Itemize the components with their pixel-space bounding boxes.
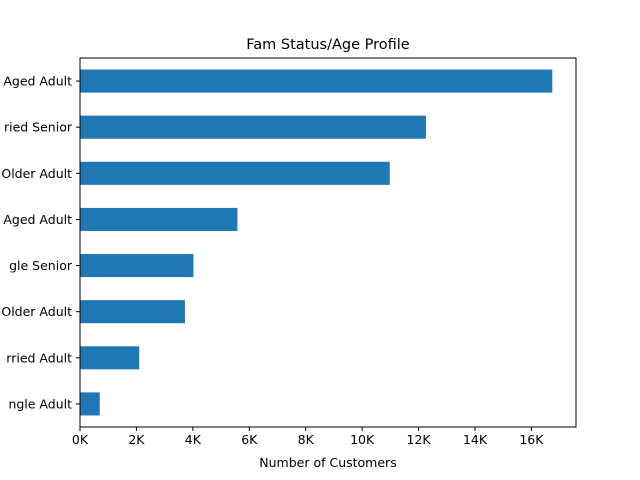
bar	[80, 346, 140, 370]
bar	[80, 161, 390, 185]
x-tick-label: 16K	[519, 432, 544, 447]
y-tick-label: gle Senior	[9, 258, 73, 273]
bar	[80, 115, 426, 139]
bar	[80, 69, 553, 93]
y-tick-label: Aged Adult	[3, 74, 72, 89]
x-tick-label: 4K	[185, 432, 202, 447]
bar	[80, 392, 100, 416]
x-tick-label: 14K	[463, 432, 488, 447]
x-axis-ticks: 0K 2K 4K 6K 8K 10K 12K 14K 16K	[72, 427, 544, 447]
x-tick-label: 2K	[128, 432, 145, 447]
y-axis-ticks: ngle Adult rried Adult Older Adult gle Seni…	[1, 74, 80, 411]
x-tick-label: 6K	[241, 432, 258, 447]
y-tick-label: ried Senior	[4, 120, 73, 135]
x-tick-label: 12K	[407, 432, 432, 447]
y-tick-label: Older Adult	[1, 166, 72, 181]
x-axis-label: Number of Customers	[259, 455, 396, 470]
chart-title: Fam Status/Age Profile	[246, 37, 410, 53]
y-tick-label: ngle Adult	[8, 396, 72, 411]
y-tick-label: Aged Adult	[3, 212, 72, 227]
bars-group	[80, 69, 553, 416]
axes-frame	[79, 57, 577, 428]
bar	[80, 300, 185, 324]
y-tick-label: rried Adult	[6, 350, 72, 365]
x-tick-label: 8K	[298, 432, 315, 447]
x-tick-label: 0K	[72, 432, 89, 447]
bar	[80, 207, 238, 231]
bar	[80, 254, 194, 278]
x-tick-label: 10K	[350, 432, 375, 447]
y-tick-label: Older Adult	[1, 304, 72, 319]
